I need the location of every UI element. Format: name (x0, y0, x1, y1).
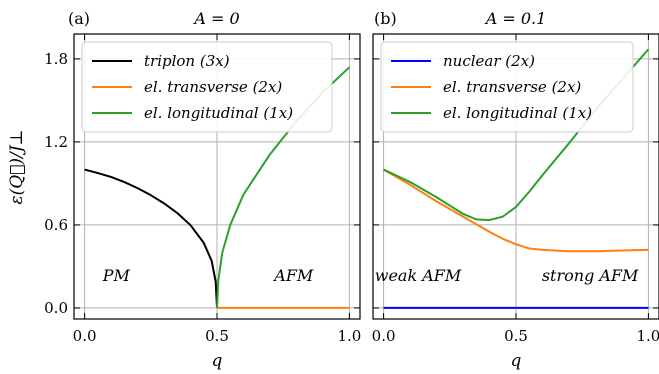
region-annotation: weak AFM (375, 266, 462, 285)
x-tick-label: 0.0 (372, 327, 396, 345)
x-tick-label: 0.5 (504, 327, 528, 345)
panel-a-label: (a) (68, 9, 90, 28)
legend-label: el. longitudinal (1x) (443, 104, 592, 122)
series-line-1 (84, 168, 218, 308)
region-annotation: PM (102, 266, 131, 285)
series-line-2 (383, 168, 649, 253)
x-tick-label: 1.0 (636, 327, 659, 345)
panel-b: (b) A = 0.1 q 0.0 0.5 1.0 weak AFM strong AF… (372, 9, 659, 371)
legend-label: el. transverse (2x) (144, 78, 282, 96)
legend-label: nuclear (2x) (443, 52, 535, 70)
legend-box (81, 41, 333, 133)
legend-label: el. longitudinal (1x) (144, 104, 293, 122)
panel-a-title: A = 0 (192, 9, 239, 28)
region-annotation: strong AFM (542, 266, 639, 285)
y-tick-label: 0.0 (44, 299, 68, 317)
legend-label: triplon (3x) (144, 52, 230, 70)
panel-a-x-axis-label: q (212, 351, 223, 371)
region-annotation: AFM (272, 266, 314, 285)
legend-label: el. transverse (2x) (443, 78, 581, 96)
x-tick-label: 1.0 (337, 327, 361, 345)
panel-b-x-axis-label: q (511, 351, 522, 371)
legend-box (380, 41, 634, 133)
panel-b-label: (b) (374, 9, 397, 28)
y-tick-label: 1.2 (44, 133, 68, 151)
y-tick-label: 0.6 (44, 216, 68, 234)
panel-b-title: A = 0.1 (484, 9, 547, 28)
x-tick-label: 0.5 (205, 327, 229, 345)
y-axis-label: ε(Q⃗)/J⊥ (7, 129, 27, 204)
y-tick-label: 1.8 (44, 50, 68, 68)
x-tick-label: 0.0 (73, 327, 97, 345)
panel-a: (a) A = 0 q 0.0 0.5 1.0 0.0 0.6 1.2 1.8 PM AFM tr… (44, 9, 361, 371)
